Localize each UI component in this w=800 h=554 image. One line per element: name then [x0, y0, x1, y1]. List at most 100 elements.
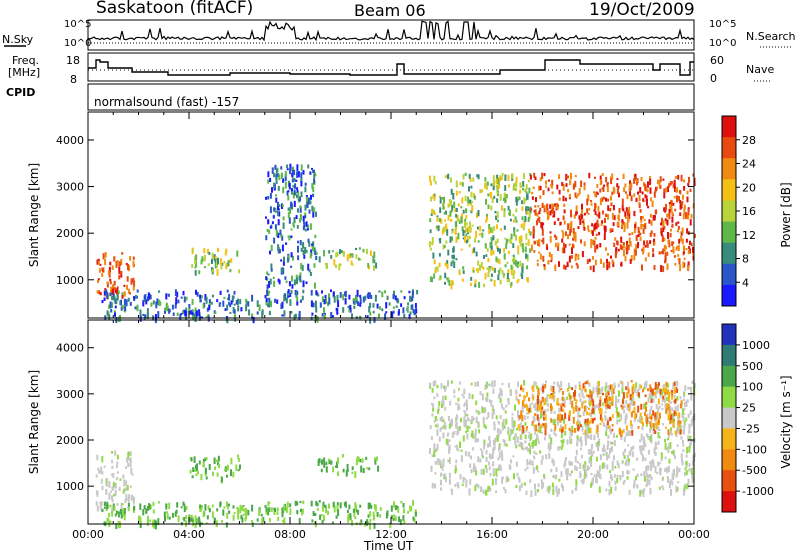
power-cell-6 — [569, 222, 572, 229]
power-cell-6 — [610, 178, 613, 185]
velocity-cell-3 — [390, 505, 393, 512]
power-cell-1 — [230, 258, 233, 263]
velocity-cell-5 — [581, 402, 584, 409]
velocity-cell-3 — [127, 507, 130, 512]
velocity-cell-1 — [230, 457, 233, 465]
power-cell-2 — [304, 212, 307, 217]
velocity-cell-5 — [674, 398, 677, 404]
power-cell-4 — [289, 299, 292, 306]
velocity-cell-2 — [341, 454, 344, 458]
velocity-cell-4 — [661, 485, 664, 488]
velocity-cell-4 — [602, 462, 605, 466]
power-cell-3 — [339, 263, 342, 267]
velocity-cell-4 — [465, 479, 468, 484]
power-cell-2 — [282, 186, 285, 194]
power-cell-5 — [506, 277, 509, 282]
velocity-cell-4 — [642, 490, 645, 497]
velocity-cell-3 — [123, 513, 126, 521]
velocity-cell-0 — [114, 489, 117, 496]
power-cell-5 — [439, 207, 442, 213]
power-cell-5 — [490, 237, 493, 242]
velocity-cell-4 — [460, 449, 463, 452]
velocity-cell-3 — [267, 511, 270, 516]
velocity-cell-4 — [614, 486, 617, 491]
velocity-cell-3 — [237, 507, 239, 515]
velocity-cell-5 — [629, 393, 632, 398]
power-cell-0 — [114, 289, 117, 294]
power-cell-6 — [613, 215, 616, 221]
velocity-cell-4 — [693, 383, 696, 388]
power-cell-4 — [233, 303, 236, 306]
velocity-cell-5 — [519, 415, 522, 419]
power-cell-6 — [542, 255, 545, 262]
power-cell-6 — [605, 247, 607, 251]
velocity-cell-4 — [431, 454, 434, 458]
power-cell-3 — [375, 262, 378, 269]
velocity-cell-4 — [640, 473, 643, 477]
velocity-cell-3 — [149, 504, 152, 510]
power-cell-4 — [411, 304, 414, 309]
velocity-cell-5 — [622, 392, 625, 399]
velocity-cell-3 — [265, 507, 268, 512]
velocity-cell-4 — [584, 468, 587, 475]
power-cell-5 — [528, 211, 531, 218]
ytick-label: 3000 — [56, 181, 84, 194]
power-cell-6 — [678, 238, 681, 244]
velocity-cell-4 — [570, 470, 573, 474]
power-cell-5 — [503, 225, 506, 230]
velocity-cell-5 — [588, 407, 590, 411]
power-cell-6 — [639, 236, 642, 241]
power-cell-5 — [434, 212, 437, 215]
power-cell-1 — [207, 263, 210, 266]
power-cell-2 — [271, 187, 273, 193]
power-cell-2 — [296, 190, 299, 193]
power-cell-6 — [654, 189, 657, 193]
power-cell-6 — [600, 223, 603, 226]
power-cell-6 — [574, 192, 577, 198]
velocity-cell-3 — [276, 511, 279, 515]
velocity-cell-3 — [113, 505, 116, 511]
velocity-cell-4 — [440, 479, 442, 486]
velocity-cell-4 — [623, 436, 626, 443]
velocity-cell-3 — [101, 509, 104, 513]
power-cell-6 — [664, 260, 666, 264]
velocity-cell-4 — [484, 384, 487, 390]
velocity-cell-4 — [464, 411, 467, 417]
power-cell-2 — [277, 233, 280, 238]
velocity-cell-5 — [672, 422, 675, 428]
velocity-cell-3 — [321, 505, 324, 512]
power-cell-2 — [292, 185, 295, 188]
colorbar-tick-label: 20 — [742, 181, 756, 194]
velocity-cell-4 — [443, 476, 446, 480]
power-cell-4 — [403, 296, 406, 300]
velocity-cell-4 — [641, 425, 644, 429]
velocity-cell-4 — [545, 454, 548, 460]
power-cell-6 — [594, 236, 597, 240]
power-cell-6 — [653, 191, 656, 198]
power-cell-5 — [449, 210, 452, 217]
power-cell-5 — [505, 194, 508, 198]
velocity-cell-5 — [598, 407, 601, 414]
ytick-label: 1000 — [56, 274, 84, 287]
velocity-cell-4 — [681, 413, 684, 418]
power-cell-2 — [304, 182, 307, 186]
velocity-cell-3 — [106, 517, 109, 523]
velocity-cell-4 — [582, 400, 585, 404]
velocity-cell-4 — [657, 432, 660, 439]
velocity-cell-4 — [684, 467, 687, 471]
power-cell-2 — [292, 192, 295, 199]
velocity-cell-4 — [587, 465, 589, 471]
power-cell-0 — [118, 271, 121, 275]
velocity-cell-4 — [490, 400, 493, 407]
power-cell-4 — [104, 315, 107, 320]
freq-trace — [88, 59, 694, 76]
ytick-label: 1000 — [56, 480, 84, 493]
velocity-cell-5 — [680, 400, 683, 406]
velocity-cell-4 — [576, 438, 579, 444]
velocity-cell-4 — [495, 478, 498, 482]
power-cell-2 — [277, 185, 280, 191]
power-cell-4 — [315, 300, 317, 307]
power-cell-5 — [433, 197, 436, 201]
velocity-cell-4 — [595, 386, 598, 393]
velocity-cell-5 — [666, 389, 669, 394]
